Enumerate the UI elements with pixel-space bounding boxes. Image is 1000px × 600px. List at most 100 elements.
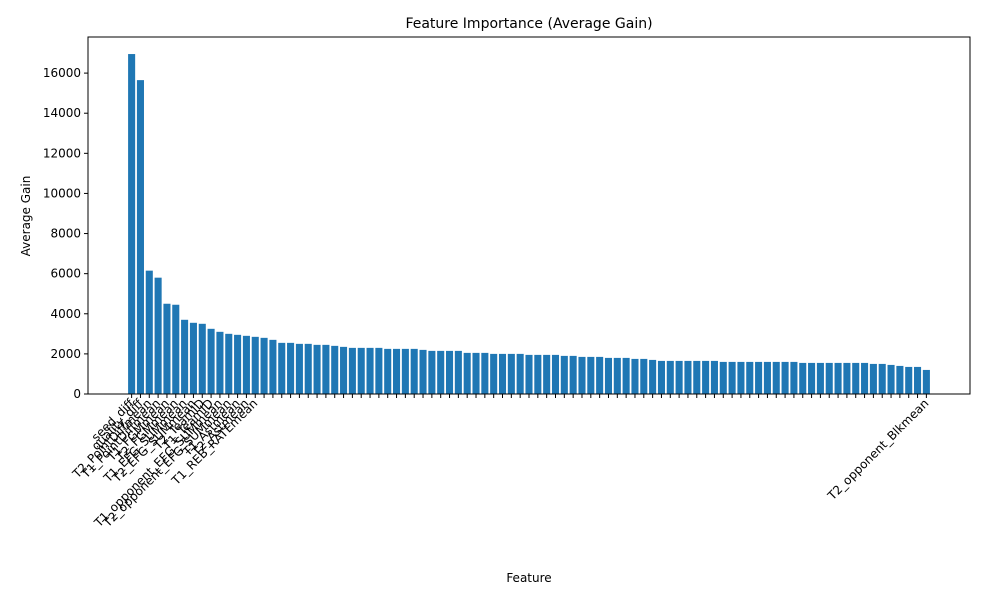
bar: [914, 366, 922, 394]
bar: [401, 348, 409, 394]
y-tick-label: 6000: [50, 267, 81, 281]
bar: [861, 362, 869, 394]
bar: [189, 322, 197, 394]
bar: [366, 347, 374, 394]
bar: [878, 363, 886, 394]
y-tick-label: 14000: [43, 106, 81, 120]
bar: [375, 347, 383, 394]
bar: [331, 345, 339, 394]
bar: [172, 304, 180, 394]
bar: [922, 369, 930, 394]
bar: [622, 357, 630, 394]
bar: [808, 362, 816, 394]
bar: [437, 350, 445, 394]
bar: [887, 364, 895, 394]
bar: [145, 270, 153, 394]
bar: [163, 303, 171, 394]
bar: [613, 357, 621, 394]
bar: [657, 360, 665, 394]
bar: [790, 361, 798, 394]
bar: [313, 344, 321, 394]
bar: [551, 354, 560, 394]
bar: [702, 360, 710, 394]
bar: [905, 366, 913, 394]
bar: [287, 342, 295, 394]
bar: [666, 360, 674, 394]
bar: [543, 354, 551, 394]
bar: [384, 348, 392, 394]
bar: [419, 349, 427, 394]
bar: [596, 356, 604, 394]
bar: [728, 361, 736, 394]
bar: [755, 361, 763, 394]
y-tick-label: 12000: [43, 146, 81, 160]
bar: [481, 352, 489, 394]
bar: [869, 363, 877, 394]
bar: [357, 347, 365, 394]
bar: [498, 353, 507, 394]
bar: [410, 348, 418, 394]
bar: [560, 355, 568, 394]
plot-frame: [87, 36, 971, 395]
bar: [216, 331, 224, 394]
bar: [393, 348, 401, 394]
bar: [719, 361, 727, 394]
bar: [649, 359, 657, 394]
bar: [675, 360, 683, 394]
bar: [251, 336, 259, 394]
y-tick-label: 0: [73, 387, 81, 401]
bar: [322, 344, 330, 394]
bar: [737, 361, 745, 394]
bar: [234, 334, 242, 394]
bar: [278, 342, 286, 394]
bar: [746, 361, 754, 394]
bar: [304, 343, 312, 394]
bar: [781, 361, 789, 394]
bar: [852, 362, 860, 394]
bar: [587, 356, 595, 394]
y-tick-label: 16000: [43, 66, 81, 80]
y-tick-label: 2000: [50, 347, 81, 361]
bar: [578, 356, 586, 394]
bar: [825, 362, 833, 394]
bar: [198, 323, 206, 394]
bar: [507, 353, 515, 394]
bar: [710, 360, 718, 394]
bar: [516, 353, 524, 394]
bar: [472, 352, 480, 394]
bar: [445, 350, 454, 394]
bar: [242, 335, 250, 394]
y-axis-label: Average Gain: [19, 176, 33, 257]
bar: [428, 350, 436, 394]
bar: [136, 80, 144, 394]
chart-title: Feature Importance (Average Gain): [405, 16, 652, 32]
bar: [269, 339, 277, 394]
bar: [816, 362, 824, 394]
bar: [640, 358, 648, 394]
bar: [843, 362, 851, 394]
bar: [799, 362, 807, 394]
y-tick-label: 8000: [50, 227, 81, 241]
bar: [896, 365, 904, 394]
bar: [763, 361, 771, 394]
bar: [834, 362, 842, 394]
bar: [772, 361, 780, 394]
bar: [490, 353, 498, 394]
bar: [693, 360, 701, 394]
bar: [225, 333, 233, 394]
bar: [463, 352, 471, 394]
bar: [207, 328, 215, 394]
bar: [181, 319, 189, 394]
bar: [295, 343, 303, 394]
bar: [260, 337, 268, 394]
bar: [604, 357, 613, 394]
bar: [525, 354, 533, 394]
y-tick-label: 10000: [43, 186, 81, 200]
bar: [684, 360, 692, 394]
bar: [631, 358, 639, 394]
bar: [534, 354, 542, 394]
bar: [340, 346, 348, 394]
bar: [569, 355, 577, 394]
